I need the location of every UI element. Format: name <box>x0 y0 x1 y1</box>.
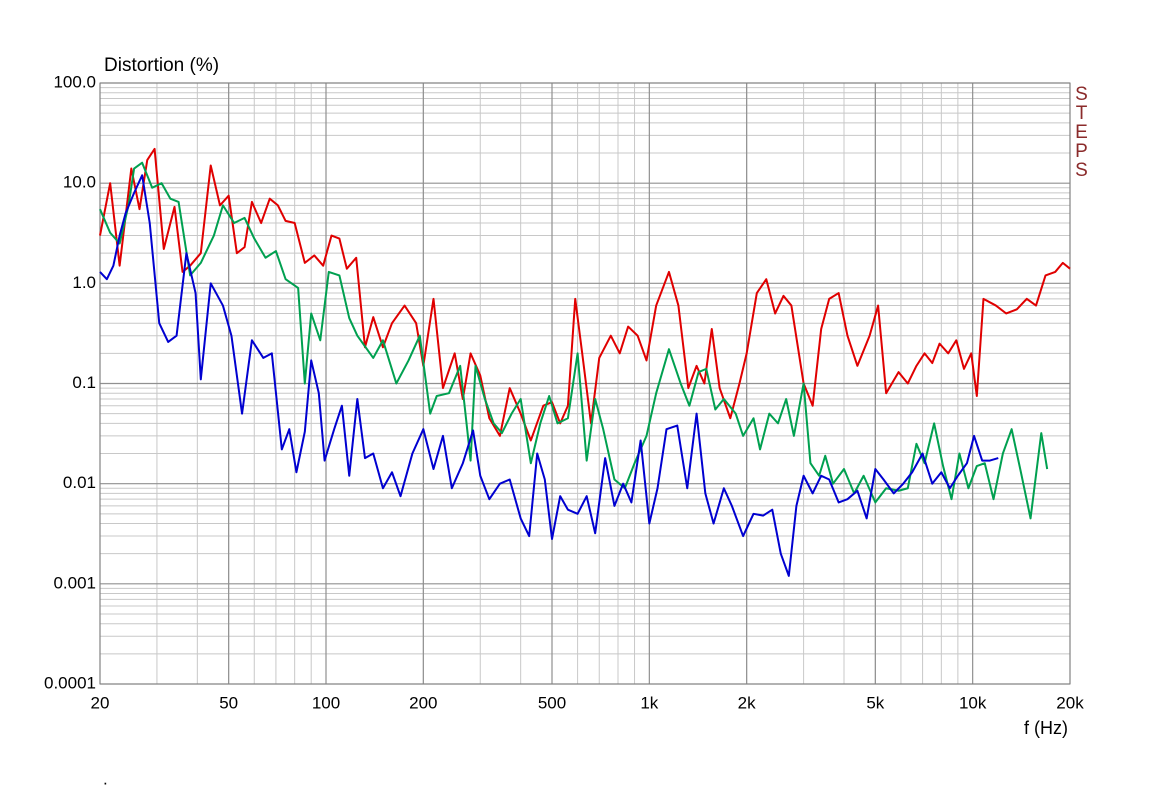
x-tick-label: 100 <box>312 693 340 712</box>
series-line <box>99 147 1071 442</box>
x-tick-label: 1k <box>640 693 658 712</box>
watermark: STEPS <box>1071 84 1092 179</box>
x-tick-label: 500 <box>538 693 566 712</box>
x-tick-label: 50 <box>219 693 238 712</box>
x-tick-label: 20 <box>91 693 110 712</box>
y-axis-label: Distortion (%) <box>104 55 219 76</box>
x-tick-label: 10k <box>959 693 987 712</box>
x-tick-label: 200 <box>409 693 437 712</box>
y-tick-label: 1.0 <box>72 273 96 292</box>
x-axis-label: f (Hz) <box>1024 718 1068 738</box>
x-tick-label: 5k <box>866 693 884 712</box>
plot-frame <box>99 82 1071 685</box>
y-tick-label: 0.01 <box>63 473 96 492</box>
y-tick-label: 0.1 <box>72 373 96 392</box>
series-line <box>99 174 999 577</box>
x-tick-label: 2k <box>738 693 756 712</box>
y-tick-label: 0.0001 <box>44 673 96 692</box>
x-tick-label: 20k <box>1056 693 1084 712</box>
y-tick-label: 0.001 <box>53 573 96 592</box>
y-tick-label: 10.0 <box>63 173 96 192</box>
footnote: . <box>103 769 108 788</box>
series-line <box>99 161 1049 520</box>
y-tick-label: 100.0 <box>53 72 96 91</box>
